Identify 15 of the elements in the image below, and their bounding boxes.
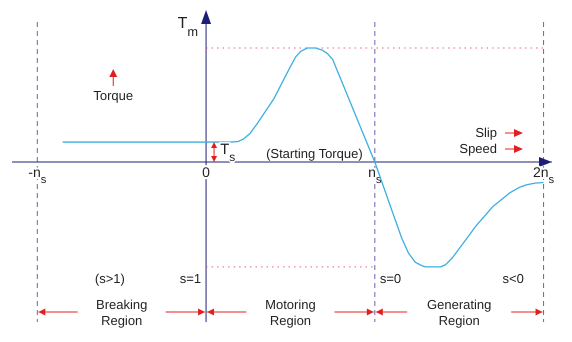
text: s=1 [180, 271, 202, 286]
text: s=0 [380, 271, 402, 286]
annotation: Slip [475, 125, 497, 140]
text: Generating Region [427, 297, 492, 328]
text: (s>1) [94, 271, 125, 286]
annotation: Speed [459, 141, 497, 156]
annotation: (Starting Torque) [266, 146, 363, 161]
text: Breaking Region [96, 297, 148, 328]
text: Motoring Region [265, 297, 316, 328]
x-tick-label: -n$_{s}$ [28, 164, 47, 186]
annotation: T$_{s}$ [220, 141, 236, 164]
x-tick-label: 2n$_{s}$ [532, 164, 555, 186]
annotation: Torque [93, 88, 134, 103]
y-axis-title: T$_{m}$ [178, 15, 198, 38]
text: s<0 [502, 271, 524, 286]
